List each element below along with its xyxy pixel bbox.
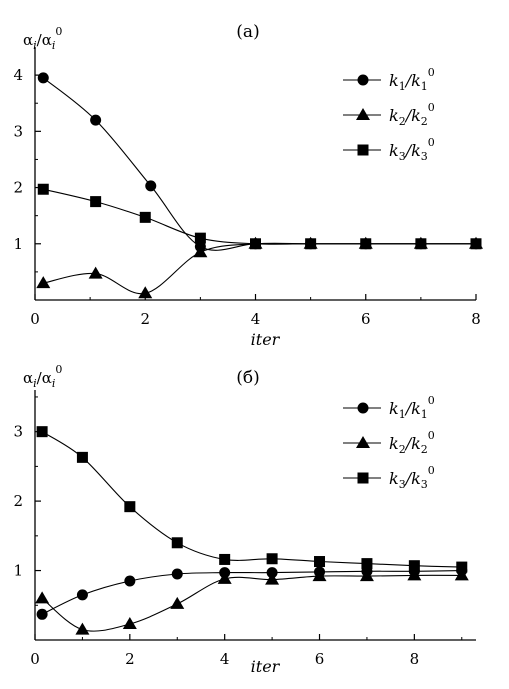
- x-axis-title: iter: [251, 657, 281, 676]
- data-point: [361, 558, 373, 570]
- y-tick-label: 4: [13, 66, 23, 84]
- series-3: k3/k30: [37, 136, 482, 250]
- x-axis-title: iter: [251, 330, 281, 349]
- legend-label: k1/k10: [389, 66, 435, 93]
- series-1: k1/k10: [36, 394, 468, 620]
- data-point: [456, 561, 468, 573]
- x-tick-label: 4: [251, 310, 261, 328]
- data-point: [145, 180, 157, 192]
- x-tick-label: 2: [125, 650, 135, 668]
- legend-label: k2/k20: [389, 101, 435, 128]
- data-point: [124, 575, 136, 587]
- data-point: [171, 537, 183, 549]
- y-axis-title: αi/αi0: [23, 363, 62, 390]
- data-point: [194, 232, 206, 244]
- data-point: [75, 622, 90, 635]
- x-tick-label: 6: [315, 650, 325, 668]
- data-point: [124, 501, 136, 513]
- y-tick-label: 1: [13, 562, 23, 580]
- legend-marker: [357, 74, 369, 86]
- series-line: [41, 431, 462, 568]
- data-point: [359, 569, 374, 582]
- x-tick-label: 0: [30, 650, 40, 668]
- data-point: [219, 553, 231, 565]
- x-tick-label: 8: [410, 650, 420, 668]
- data-point: [217, 571, 232, 584]
- data-point: [37, 183, 49, 195]
- data-point: [36, 276, 51, 289]
- legend-marker: [356, 436, 370, 448]
- data-point: [470, 238, 482, 250]
- legend-label: k2/k20: [389, 429, 435, 456]
- chart-panel-2: 0 2 4 6 8 1 2 3 αi/αi0 iter (б) k1/k10 k2/k20 k3/k3…: [13, 363, 476, 676]
- data-point: [36, 608, 48, 620]
- x-tick-label: 4: [220, 650, 230, 668]
- data-point: [122, 617, 137, 630]
- data-point: [37, 72, 49, 84]
- panel-label: (б): [236, 368, 260, 388]
- data-point: [265, 572, 280, 585]
- data-point: [76, 589, 88, 601]
- x-tick-label: 8: [471, 310, 481, 328]
- x-tick-label: 6: [361, 310, 371, 328]
- data-point: [407, 568, 422, 581]
- data-point: [139, 211, 151, 223]
- data-point: [305, 238, 317, 250]
- series-2: k2/k20: [35, 429, 469, 635]
- series-2: k2/k20: [36, 101, 483, 299]
- series-line: [43, 242, 476, 295]
- legend-label: k3/k30: [389, 464, 435, 491]
- panel-label: (a): [236, 22, 259, 42]
- legend-marker: [357, 144, 369, 156]
- series-line: [41, 574, 462, 632]
- data-point: [36, 426, 48, 438]
- data-point: [314, 556, 326, 568]
- y-tick-label: 2: [13, 179, 23, 197]
- legend-marker: [357, 402, 369, 414]
- series-line: [43, 188, 476, 245]
- data-point: [415, 238, 427, 250]
- data-point: [88, 266, 103, 279]
- data-point: [90, 114, 102, 126]
- y-tick-label: 2: [13, 492, 23, 510]
- data-point: [170, 596, 185, 609]
- legend-label: k3/k30: [389, 136, 435, 163]
- data-point: [250, 238, 261, 250]
- y-tick-label: 1: [13, 235, 23, 253]
- series-line: [41, 570, 462, 615]
- data-point: [408, 560, 420, 572]
- data-point: [266, 553, 278, 565]
- y-tick-label: 3: [13, 122, 23, 140]
- x-tick-label: 0: [30, 310, 40, 328]
- data-point: [76, 451, 88, 463]
- legend-marker: [356, 108, 370, 120]
- x-tick-label: 2: [140, 310, 150, 328]
- data-point: [35, 591, 50, 604]
- data-point: [454, 568, 469, 581]
- data-point: [312, 569, 327, 582]
- data-point: [138, 286, 153, 299]
- y-axis-title: αi/αi0: [23, 25, 62, 52]
- data-point: [171, 568, 183, 580]
- series-line: [42, 77, 476, 251]
- data-point: [90, 196, 102, 208]
- data-point: [193, 245, 208, 258]
- y-tick-label: 3: [13, 423, 23, 441]
- data-point: [360, 238, 372, 250]
- legend-label: k1/k10: [389, 394, 435, 421]
- series-3: k3/k30: [36, 426, 468, 573]
- legend-marker: [357, 472, 369, 484]
